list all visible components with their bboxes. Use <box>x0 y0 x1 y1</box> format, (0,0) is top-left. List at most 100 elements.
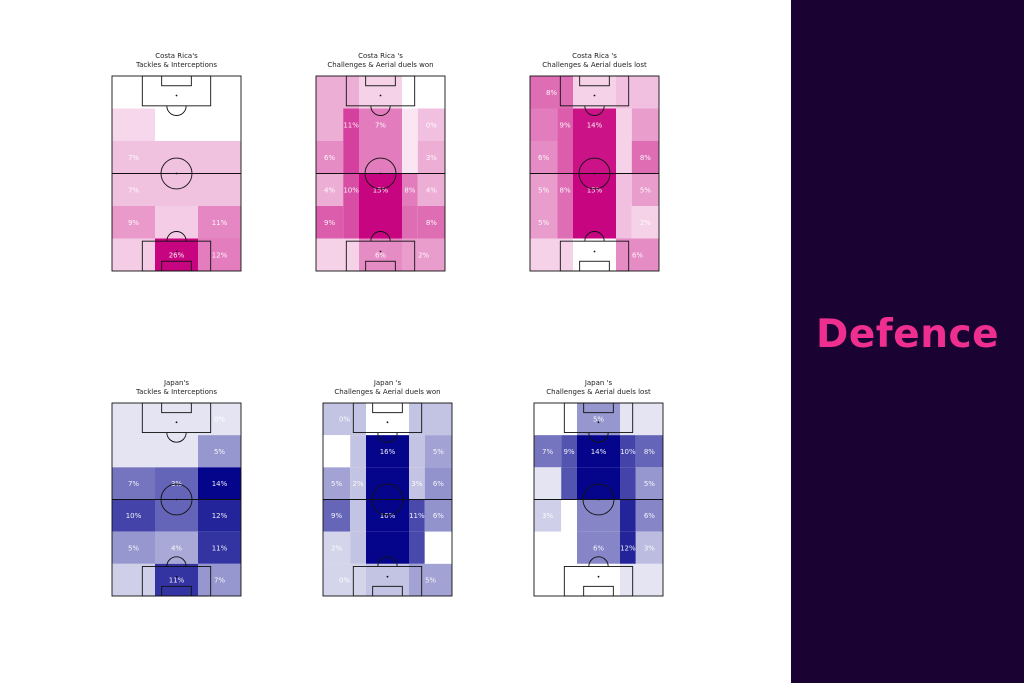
panel-title: Defence <box>815 312 1000 357</box>
heat-cell <box>631 173 659 206</box>
pitch-svg: 0%5%7% 3% 14%10% 12%5% 4% 11%11% 7% <box>111 402 242 597</box>
cell-value-label: 5% <box>538 219 549 227</box>
cell-value-label: 7% <box>214 576 225 584</box>
heat-cell <box>323 563 366 596</box>
chart-title: Japan's Tackles & Interceptions <box>82 379 271 396</box>
heat-cell <box>616 173 632 206</box>
chart-title-metric: Challenges & Aerial duels won <box>334 387 441 396</box>
cell-value-label: 9% <box>324 219 335 227</box>
heat-cell <box>561 499 577 532</box>
cell-value-label: 3% <box>542 512 553 520</box>
heatmap-cr-duels-won: Costa Rica 's Challenges & Aerial duels w… <box>315 52 446 272</box>
heat-cell <box>573 238 616 271</box>
heat-cell <box>343 141 359 174</box>
heat-cell <box>359 206 402 239</box>
heat-cell <box>631 206 659 239</box>
heat-cell <box>343 108 359 141</box>
heat-cell <box>577 435 620 468</box>
heat-cell <box>359 76 402 109</box>
cell-value-label: 8% <box>546 89 557 97</box>
cell-value-label: 9% <box>331 512 342 520</box>
heat-cell <box>409 403 452 436</box>
centre-spot <box>379 172 382 175</box>
centre-circle <box>364 157 397 190</box>
goal-area-top <box>583 402 614 414</box>
cell-value-label: 9% <box>128 219 139 227</box>
pitch-svg: 8% 9% 14% 6% 8% 5% 8% 15% 5% 5% 2% 6% <box>529 75 660 272</box>
heat-cell <box>635 467 663 500</box>
cell-value-label: 3% <box>426 154 437 162</box>
heat-cell <box>323 531 351 564</box>
centre-circle <box>578 157 611 190</box>
cell-value-label: 7% <box>128 186 139 194</box>
cell-value-label: 10% <box>126 512 142 520</box>
penalty-arc-bottom <box>166 556 187 567</box>
heat-cell <box>112 435 155 468</box>
cell-value-label: 8% <box>560 186 571 194</box>
chart-title-team: Costa Rica 's <box>572 52 617 60</box>
penalty-arc-bottom <box>584 231 605 242</box>
heat-cell <box>534 531 562 564</box>
cell-value-label: 2% <box>640 219 651 227</box>
heat-cell <box>561 435 577 468</box>
cell-value-label: 5% <box>433 448 444 456</box>
pitch-svg: 0% 0% 0% 0% 7% 7% 9% 11% 26% 12% <box>111 75 242 272</box>
heat-cell <box>316 173 344 206</box>
heat-cell <box>635 499 663 532</box>
heat-cell <box>350 435 366 468</box>
cell-value-label: 5% <box>644 480 655 488</box>
heat-cell <box>620 499 636 532</box>
cell-value-label: 11% <box>409 512 425 520</box>
chart-title-metric: Tackles & Interceptions <box>135 387 218 396</box>
centre-circle <box>160 483 193 516</box>
cell-value-label: 5% <box>538 186 549 194</box>
goal-area-bottom <box>161 585 192 597</box>
cell-value-label: 7% <box>128 480 139 488</box>
heat-cell <box>616 76 659 109</box>
heat-cell <box>112 238 155 271</box>
goal-area-bottom <box>372 585 403 597</box>
penalty-spot-top <box>175 421 178 424</box>
pitch-svg: 0% 11% 7% 0% 6% 3% 4% 10% 15% 8% 4% 9% 8% 6% 2% <box>315 75 446 272</box>
heat-cell <box>402 238 445 271</box>
penalty-spot-top <box>175 94 178 97</box>
heat-cell <box>402 76 445 109</box>
penalty-arc-bottom <box>588 556 609 567</box>
goal-area-top <box>365 75 396 87</box>
cell-value-label: 5% <box>331 480 342 488</box>
cell-value-label: 5% <box>640 186 651 194</box>
heatmap-jp-tackles: Japan's Tackles & Interceptions 0% 5% 7% 3% 14… <box>111 379 242 597</box>
penalty-arc-bottom <box>377 556 398 567</box>
cell-value-label: 11% <box>343 121 359 129</box>
heat-cell <box>112 141 155 174</box>
heat-cell <box>350 467 366 500</box>
heat-cell <box>366 403 409 436</box>
heat-cell <box>198 435 241 468</box>
goal-area-bottom <box>365 260 396 272</box>
cell-value-label: 0% <box>550 576 561 584</box>
pitch-svg: 5% 7% 9% 14% 10% 8% 5% 3% 6% 6% 12% 3% 0% <box>533 402 664 597</box>
heat-cell <box>534 435 562 468</box>
cell-value-label: 0% <box>339 416 350 424</box>
cell-value-label: 2% <box>353 480 364 488</box>
heat-cell <box>616 238 659 271</box>
cell-value-label: 6% <box>433 480 444 488</box>
heat-cell <box>112 206 155 239</box>
heat-cell <box>359 238 402 271</box>
heat-cell <box>620 531 636 564</box>
cell-value-label: 0% <box>426 121 437 129</box>
penalty-spot-top <box>379 94 382 97</box>
heat-cell <box>112 467 155 500</box>
heat-cell <box>198 467 241 500</box>
centre-spot <box>175 498 178 501</box>
heat-cell <box>112 499 155 532</box>
cell-value-label: 2% <box>331 544 342 552</box>
heat-cell <box>616 141 632 174</box>
heat-cell <box>198 531 241 564</box>
cell-value-label: 14% <box>212 480 228 488</box>
heat-cell <box>417 108 445 141</box>
heat-cell <box>573 76 616 109</box>
heat-cell <box>316 76 359 109</box>
cell-value-label: 4% <box>171 544 182 552</box>
